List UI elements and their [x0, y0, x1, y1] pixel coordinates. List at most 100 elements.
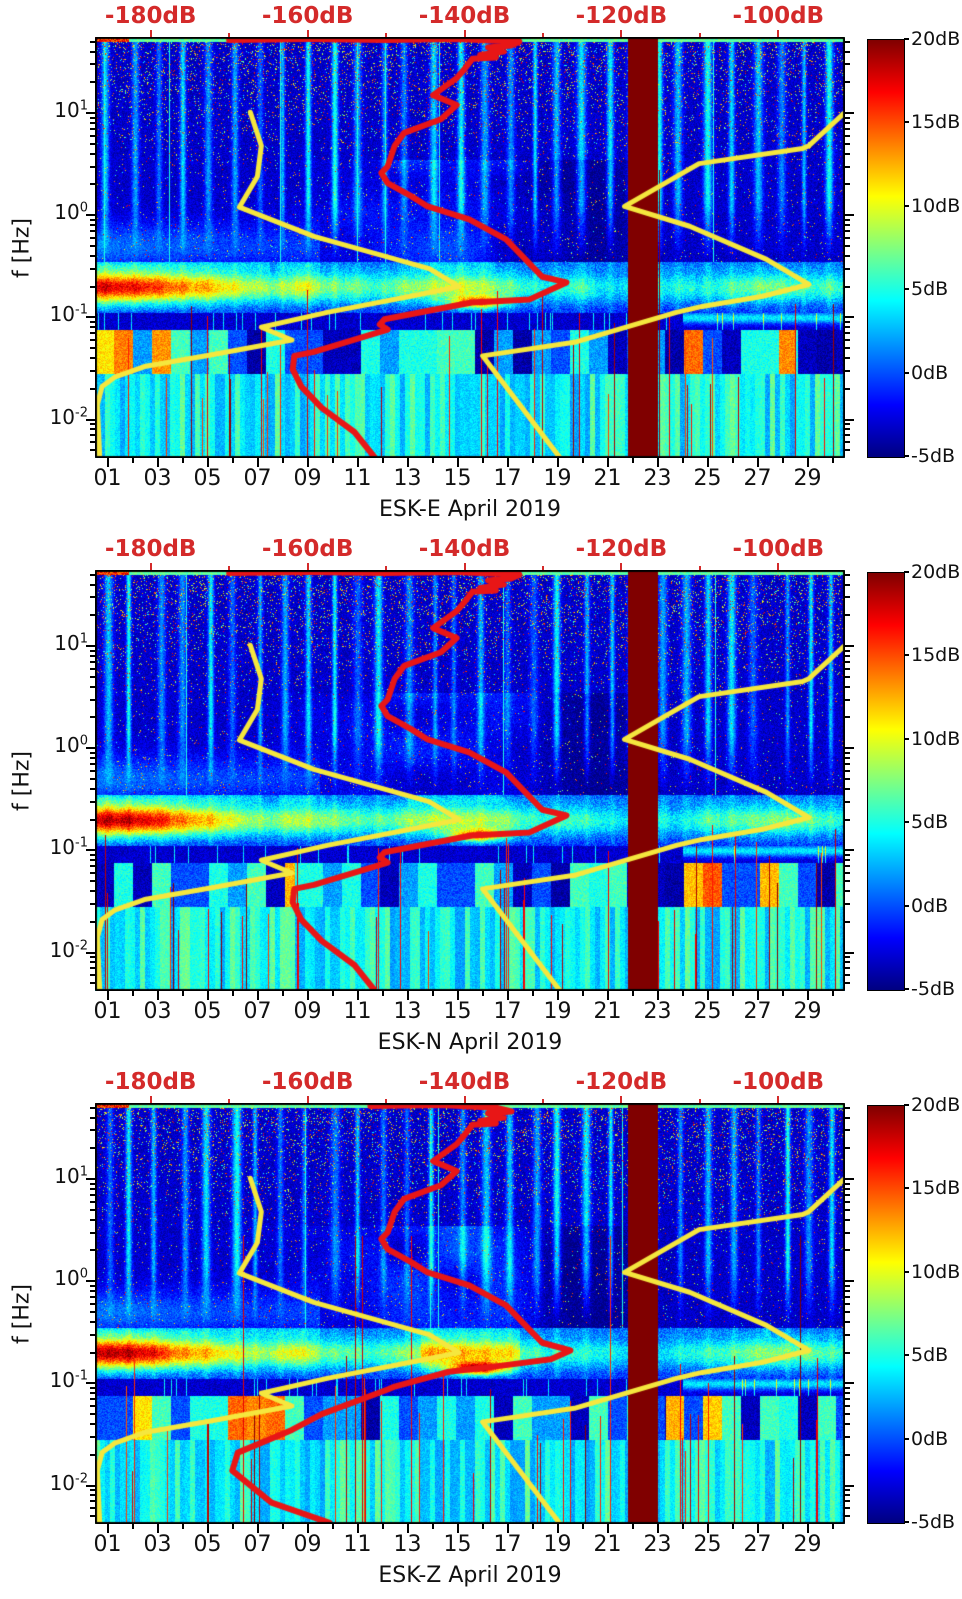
x-major-tick — [456, 1524, 459, 1533]
x-minor-tick — [431, 458, 434, 463]
x-major-tick — [656, 991, 659, 1000]
top-axis-tick — [149, 30, 152, 37]
y-minor-tick — [845, 183, 850, 186]
x-major-tick — [506, 458, 509, 467]
spectrogram-canvas — [95, 1103, 845, 1524]
colorbar-tick — [904, 288, 909, 291]
colorbar-tick — [904, 737, 909, 740]
y-minor-tick — [90, 1515, 95, 1518]
y-tick-label: 101 — [54, 631, 88, 656]
x-tick-label: 05 — [193, 999, 222, 1024]
y-tick-label: 10-1 — [49, 835, 88, 860]
x-minor-tick — [181, 1524, 184, 1529]
x-major-tick — [306, 991, 309, 1000]
y-minor-tick — [845, 859, 850, 862]
colorbar-tick-label: 5dB — [911, 811, 949, 834]
x-tick-label: 15 — [443, 1532, 472, 1557]
colorbar-tick — [904, 821, 909, 824]
colorbar-tick — [904, 1437, 909, 1440]
x-major-tick — [206, 1524, 209, 1533]
x-major-tick — [706, 458, 709, 467]
colorbar-tick — [904, 904, 909, 907]
top-axis-db: -180dB -160dB -140dB -120dB -100dB — [0, 0, 962, 37]
y-minor-tick — [90, 763, 95, 766]
y-minor-tick — [90, 285, 95, 288]
x-major-tick — [756, 458, 759, 467]
y-minor-tick — [845, 387, 850, 390]
colorbar-tick — [904, 1270, 909, 1273]
x-tick-label: 23 — [643, 1532, 672, 1557]
x-tick-label: 19 — [543, 466, 572, 491]
y-minor-tick — [845, 872, 850, 875]
y-minor-tick — [845, 1187, 850, 1190]
y-minor-tick — [90, 1494, 95, 1497]
x-tick-label: 09 — [293, 999, 322, 1024]
x-minor-tick — [531, 991, 534, 996]
colorbar-tick — [904, 1354, 909, 1357]
y-major-tick — [86, 418, 95, 421]
y-minor-tick — [845, 1302, 850, 1305]
y-minor-tick — [845, 332, 850, 335]
y-minor-tick — [90, 685, 95, 688]
y-minor-tick — [90, 224, 95, 227]
x-minor-tick — [231, 458, 234, 463]
x-major-tick — [656, 1524, 659, 1533]
top-axis-tick-label: -140dB — [418, 536, 511, 562]
x-major-tick — [256, 991, 259, 1000]
y-major-tick — [845, 1484, 854, 1487]
top-axis-tick — [306, 30, 309, 37]
y-minor-tick — [845, 1284, 850, 1287]
y-minor-tick — [845, 347, 850, 350]
y-minor-tick — [90, 1351, 95, 1354]
y-tick-label: 100 — [54, 733, 88, 758]
x-minor-tick — [531, 458, 534, 463]
y-minor-tick — [845, 218, 850, 221]
y-minor-tick — [90, 339, 95, 342]
y-minor-tick — [845, 339, 850, 342]
y-minor-tick — [845, 1129, 850, 1132]
colorbar-tick-label: 15dB — [911, 1177, 961, 1200]
x-major-tick — [256, 1524, 259, 1533]
colorbar-tick — [904, 988, 909, 990]
y-minor-tick — [845, 769, 850, 772]
top-axis-minor-tick — [541, 33, 544, 37]
y-minor-tick — [90, 423, 95, 426]
x-minor-tick — [631, 1524, 634, 1529]
y-minor-tick — [90, 1290, 95, 1293]
colorbar: 20dB 15dB 10dB 5dB 0dB -5dB — [0, 1066, 962, 1599]
x-tick-label: 15 — [443, 466, 472, 491]
y-minor-tick — [90, 1193, 95, 1196]
x-minor-tick — [281, 991, 284, 996]
y-minor-tick — [90, 865, 95, 868]
x-major-tick — [556, 458, 559, 467]
colorbar-tick-label: -5dB — [911, 445, 956, 467]
colorbar-tick-label: -5dB — [911, 1511, 956, 1533]
y-minor-tick — [90, 777, 95, 780]
colorbar-tick — [904, 121, 909, 124]
y-minor-tick — [90, 1106, 95, 1109]
x-minor-tick — [581, 458, 584, 463]
y-minor-tick — [90, 1208, 95, 1211]
y-minor-tick — [90, 956, 95, 959]
y-minor-tick — [845, 716, 850, 719]
y-minor-tick — [845, 1333, 850, 1336]
colorbar-tick-label: 10dB — [911, 727, 961, 750]
y-major-tick — [86, 112, 95, 115]
y-minor-tick — [845, 165, 850, 168]
y-minor-tick — [845, 1147, 850, 1150]
y-minor-tick — [845, 660, 850, 663]
y-minor-tick — [845, 369, 850, 372]
y-minor-tick — [90, 1500, 95, 1503]
top-axis-minor-tick — [228, 33, 231, 37]
y-minor-tick — [845, 920, 850, 923]
y-minor-tick — [845, 800, 850, 803]
x-minor-tick — [481, 458, 484, 463]
colorbar-tick — [904, 654, 909, 657]
x-minor-tick — [231, 991, 234, 996]
y-minor-tick — [845, 751, 850, 754]
colorbar-tick — [904, 571, 909, 573]
colorbar-tick-label: 0dB — [911, 1427, 949, 1450]
x-major-tick — [756, 1524, 759, 1533]
x-minor-tick — [331, 991, 334, 996]
x-tick-label: 17 — [493, 999, 522, 1024]
